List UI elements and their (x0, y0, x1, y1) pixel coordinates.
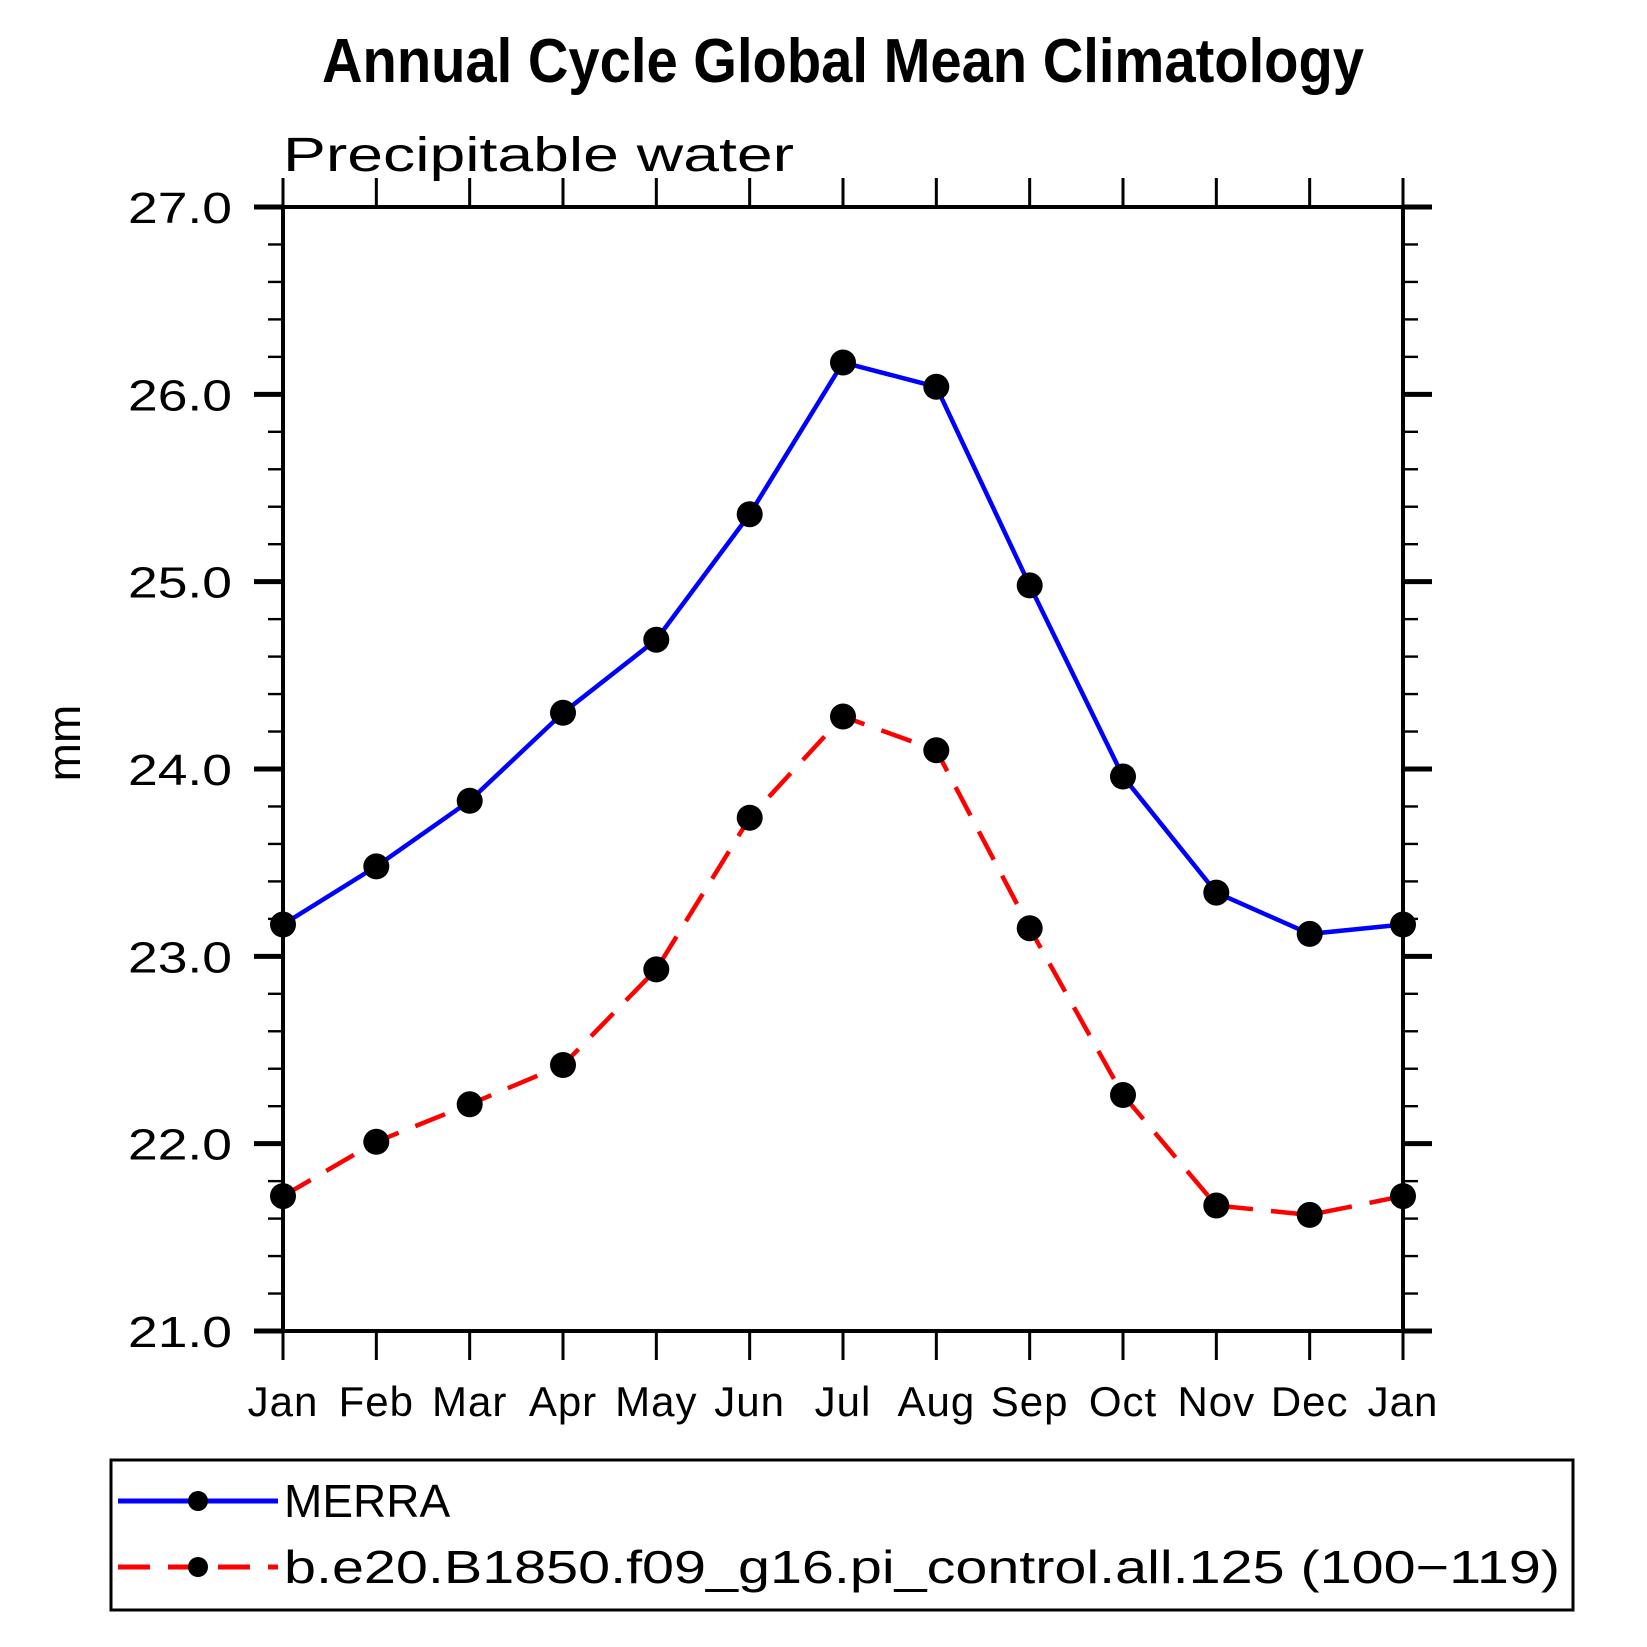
x-tick-label: May (615, 1378, 697, 1425)
plot-border (281, 205, 1405, 1333)
series-model (270, 703, 1416, 1228)
data-point-marker (923, 373, 950, 400)
x-tick-label: Mar (432, 1378, 507, 1425)
data-point-marker (456, 1091, 483, 1118)
y-tick-label: 21.0 (128, 1308, 232, 1357)
data-point-marker (550, 699, 576, 726)
legend-label: b.e20.B1850.f09_g16.pi_control.all.125 (… (284, 1541, 1560, 1593)
data-point-marker (1390, 911, 1416, 938)
y-tick-label: 26.0 (128, 371, 232, 420)
legend-row: b.e20.B1850.f09_g16.pi_control.all.125 (… (118, 1541, 1560, 1593)
y-tick-label: 23.0 (128, 933, 232, 982)
x-tick-label: Jul (815, 1378, 872, 1425)
legend-marker (188, 1491, 208, 1511)
plot-series (270, 349, 1416, 1228)
x-tick-label: Aug (897, 1378, 975, 1425)
series-line (281, 713, 1404, 1218)
x-tick-label: Oct (1089, 1378, 1157, 1425)
x-tick-label: Dec (1271, 1378, 1349, 1425)
axes: 21.0 22.0 23.0 24.0 25.0 26.0 27.0 Jan Feb Mar Apr… (128, 178, 1439, 1425)
data-point-marker (643, 626, 670, 653)
data-point-marker (1110, 763, 1136, 790)
x-tick-label: Feb (339, 1378, 414, 1425)
data-point-marker (1016, 572, 1043, 599)
chart-title: Annual Cycle Global Mean Climatology (322, 27, 1364, 96)
data-point-marker (1296, 1201, 1323, 1228)
data-point-marker (1296, 920, 1323, 947)
data-point-marker (270, 911, 296, 938)
legend-box (109, 1458, 1575, 1612)
legend-marker (188, 1557, 208, 1577)
data-point-marker (363, 853, 390, 880)
data-point-marker (550, 1052, 576, 1078)
data-point-marker (643, 956, 670, 983)
data-point-marker (363, 1128, 390, 1155)
data-point-marker (270, 1183, 296, 1210)
data-point-marker (1203, 1192, 1230, 1219)
x-tick-label: Nov (1177, 1378, 1255, 1425)
data-point-marker (736, 501, 763, 528)
data-point-marker (923, 737, 950, 764)
data-point-marker (456, 787, 483, 814)
y-tick-label: 22.0 (128, 1121, 232, 1170)
data-point-marker (1203, 879, 1230, 906)
data-point-marker (1390, 1183, 1416, 1210)
y-tick-label: 24.0 (128, 746, 232, 795)
y-axis-label: mm (38, 705, 90, 782)
legend-row: MERRA (118, 1475, 450, 1527)
data-point-marker (830, 703, 856, 730)
data-point-marker (830, 349, 856, 376)
legend-label: MERRA (284, 1475, 450, 1527)
series-merra (270, 349, 1416, 947)
x-tick-label: Sep (991, 1378, 1069, 1425)
data-point-marker (1110, 1082, 1136, 1108)
data-point-marker (736, 804, 763, 831)
x-tick-label: Jan (248, 1378, 319, 1425)
chart-subtitle: Precipitable water (283, 129, 794, 182)
legend: MERRA b.e20.B1850.f09_g16.pi_control.all.… (109, 1458, 1575, 1612)
x-tick-label: Jan (1368, 1378, 1439, 1425)
x-tick-label: Apr (529, 1378, 597, 1425)
data-point-marker (1016, 915, 1043, 942)
x-tick-label: Jun (714, 1378, 785, 1425)
series-line (281, 359, 1404, 937)
y-tick-label: 27.0 (128, 184, 232, 233)
y-tick-label: 25.0 (128, 559, 232, 608)
